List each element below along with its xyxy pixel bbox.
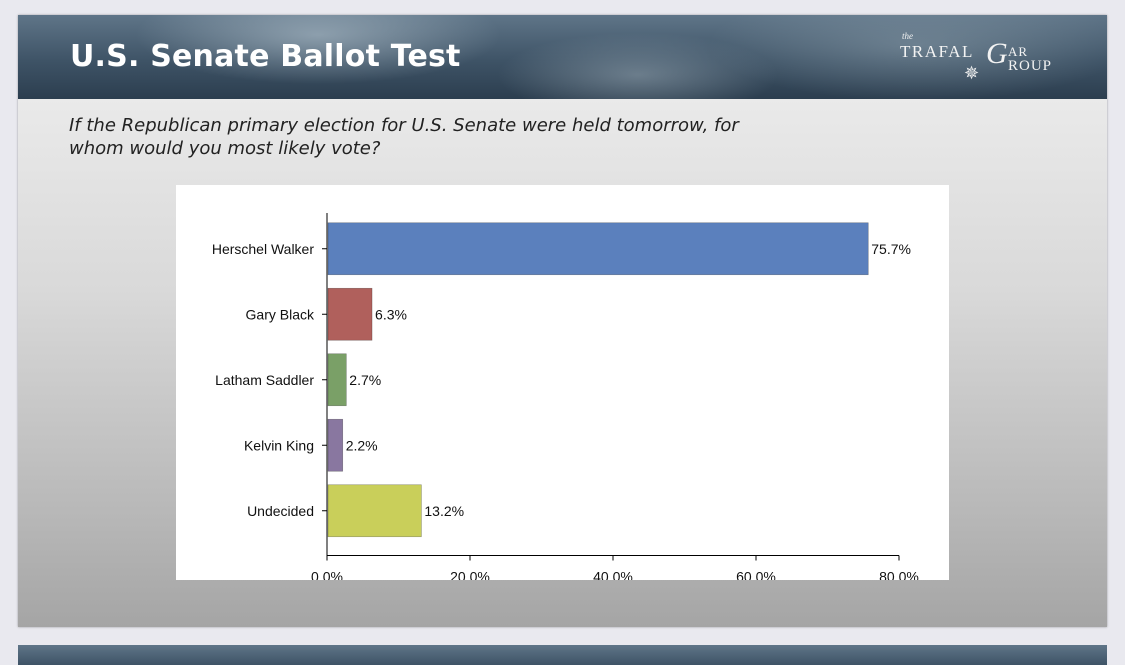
data-label: 2.2%: [346, 437, 378, 453]
data-label: 2.7%: [349, 372, 381, 388]
trafalgar-group-logo: the TRAFAL G AR ROUP ✵: [900, 31, 1053, 83]
bar-chart: Herschel Walker 75.7% Gary Black 6.3% Latham…: [212, 213, 919, 585]
slide: U.S. Senate Ballot Test the TRAFAL G AR …: [18, 15, 1107, 627]
bar-undecided: [327, 484, 422, 538]
y-tick-label: Undecided: [247, 503, 314, 519]
data-label: 75.7%: [871, 241, 911, 257]
y-tick-label: Latham Saddler: [215, 372, 314, 388]
next-slide-preview: [18, 645, 1107, 665]
y-tick-label: Herschel Walker: [212, 241, 315, 257]
bar-kelvin-king: [327, 418, 344, 472]
x-tick-label: 20.0%: [450, 569, 490, 581]
x-tick-label: 0.0%: [311, 569, 343, 581]
survey-question: If the Republican primary election for U…: [69, 115, 739, 159]
x-tick-label: 80.0%: [879, 569, 919, 581]
x-tick-label: 40.0%: [593, 569, 633, 581]
x-tick-label: 60.0%: [736, 569, 776, 581]
bar-gary-black: [327, 287, 373, 341]
slide-title: U.S. Senate Ballot Test: [70, 39, 461, 74]
bar-herschel-walker: [327, 222, 869, 276]
y-tick-label: Gary Black: [246, 306, 315, 322]
compass-star-icon: ✵: [964, 63, 980, 83]
data-label: 13.2%: [424, 503, 464, 519]
y-tick-label: Kelvin King: [244, 437, 314, 453]
bar-latham-saddler: [327, 353, 347, 407]
chart-panel: Herschel Walker 75.7% Gary Black 6.3% Latham…: [176, 185, 949, 585]
data-label: 6.3%: [375, 306, 407, 322]
title-banner: U.S. Senate Ballot Test the TRAFAL G AR …: [18, 15, 1107, 99]
